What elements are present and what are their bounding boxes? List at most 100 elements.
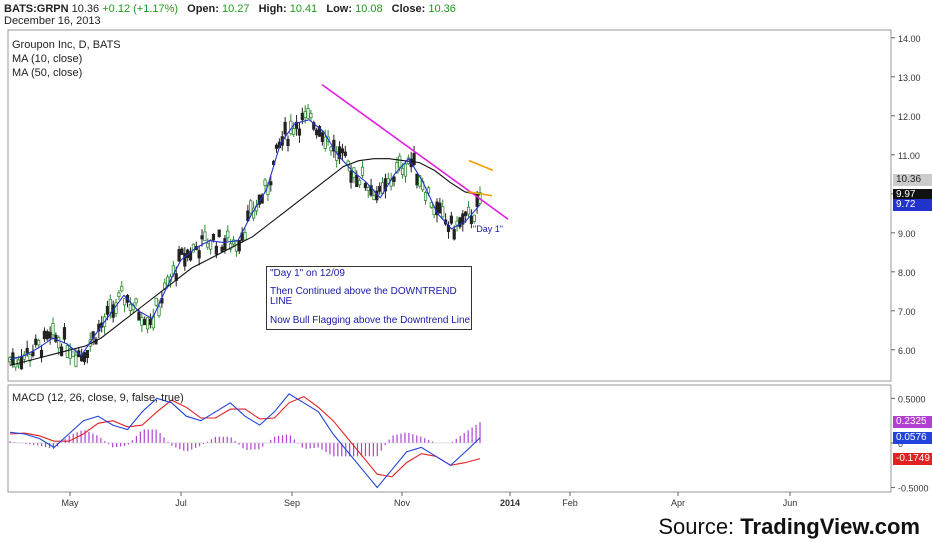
day1-label: "Day 1" — [473, 224, 503, 234]
symbol-header: BATS:GRPN 10.36 +0.12 (+1.17%) Open: 10.… — [4, 3, 456, 15]
candle-body — [403, 163, 408, 177]
macd-signal-line — [9, 395, 481, 478]
candle-body — [45, 331, 49, 340]
candle-body — [223, 238, 227, 251]
candle-body — [183, 253, 187, 267]
candle-body — [28, 354, 32, 362]
candle-body — [108, 298, 112, 313]
candle-body — [292, 128, 296, 135]
annotation-line2b: LINE — [270, 296, 293, 307]
last-price: 10.36 — [71, 3, 100, 15]
candle-body — [220, 246, 224, 252]
candle-body — [117, 292, 121, 297]
candle-body — [323, 136, 327, 149]
time-tick-label: 2014 — [500, 498, 520, 508]
legend-ma10: MA (10, close) — [12, 53, 83, 65]
candle-body — [452, 229, 456, 240]
candle-body — [200, 235, 204, 240]
candle-body — [177, 249, 181, 262]
flag-lower-line — [467, 191, 493, 197]
candle-body — [197, 250, 201, 259]
candle-body — [294, 121, 299, 129]
candle-body — [51, 322, 55, 336]
ma50-line — [9, 158, 481, 366]
candle-body — [363, 183, 367, 189]
time-tick-label: Apr — [671, 498, 685, 508]
candle-body — [137, 311, 141, 321]
candle-body — [206, 242, 210, 248]
candle-body — [469, 215, 474, 224]
candle-body — [234, 240, 239, 252]
candle-body — [441, 206, 445, 218]
candle-body — [303, 111, 307, 119]
candle-body — [283, 121, 287, 135]
candle-body — [123, 298, 127, 306]
candle-body — [34, 338, 38, 345]
candle-body — [429, 202, 433, 208]
annotation-line1: "Day 1" on 12/09 — [270, 268, 345, 279]
candle-body — [203, 231, 207, 242]
macd-tick-label: 0.5000 — [898, 394, 926, 404]
candle-body — [418, 175, 422, 187]
chart-date: December 16, 2013 — [4, 15, 101, 27]
candle-body — [148, 318, 153, 325]
candle-body — [82, 352, 87, 363]
candle-body — [85, 350, 89, 358]
candle-body — [243, 232, 247, 241]
candle-body — [472, 214, 476, 222]
axis-value-tag: 9.72 — [893, 198, 932, 211]
candle-body — [237, 240, 241, 252]
source-credit: Source: TradingView.com — [658, 514, 920, 540]
candle-body — [74, 354, 78, 367]
downtrend-line — [321, 83, 509, 220]
price-change: +0.12 (+1.17%) — [102, 3, 179, 15]
legend-macd: MACD (12, 26, close, 9, false, true) — [12, 392, 184, 404]
high-value: 10.41 — [289, 3, 318, 15]
candle-body — [39, 349, 44, 358]
candle-body — [68, 347, 72, 359]
candle-body — [438, 202, 442, 214]
candle-body — [395, 162, 399, 174]
axis-value-tag: 0.2325 — [893, 416, 932, 429]
price-tick-label: 12.00 — [898, 112, 921, 122]
candle-body — [378, 185, 382, 192]
candle-body — [369, 185, 373, 196]
candle-body — [22, 353, 26, 360]
flag-upper-line — [468, 159, 494, 172]
candle-body — [143, 319, 147, 326]
macd-tick-label: 0 — [898, 439, 903, 449]
candle-body — [343, 151, 347, 157]
candle-body — [71, 351, 75, 357]
candle-body — [466, 206, 471, 215]
candle-body — [372, 195, 376, 201]
candle-body — [423, 192, 428, 201]
candle-body — [229, 243, 233, 250]
candle-body — [464, 211, 468, 217]
candle-body — [226, 230, 230, 239]
candle-body — [211, 233, 216, 241]
high-label: High: — [258, 3, 287, 15]
price-tick-label: 9.00 — [898, 229, 916, 239]
candle-body — [309, 113, 313, 119]
candle-body — [191, 243, 196, 253]
legend-ma50: MA (50, close) — [12, 67, 83, 79]
candle-body — [120, 285, 124, 292]
candle-body — [320, 132, 324, 143]
candle-body — [249, 200, 253, 214]
candle-body — [180, 248, 184, 255]
candle-body — [14, 357, 18, 368]
open-value: 10.27 — [221, 3, 250, 15]
price-tick-label: 6.00 — [898, 346, 916, 356]
price-tick-label: 11.00 — [898, 151, 920, 161]
macd-pane — [7, 384, 892, 493]
candle-body — [461, 213, 465, 225]
annotation-line2: Then Continued above the DOWNTREND — [270, 286, 457, 297]
candle-body — [54, 334, 58, 342]
annotation-line3: Now Bull Flagging above the Downtrend Li… — [270, 315, 471, 326]
ma10-line — [9, 119, 481, 361]
time-tick-label: Nov — [394, 498, 411, 508]
candle-body — [286, 138, 290, 147]
symbol-name: BATS:GRPN — [4, 3, 69, 15]
candle-body — [25, 347, 29, 354]
